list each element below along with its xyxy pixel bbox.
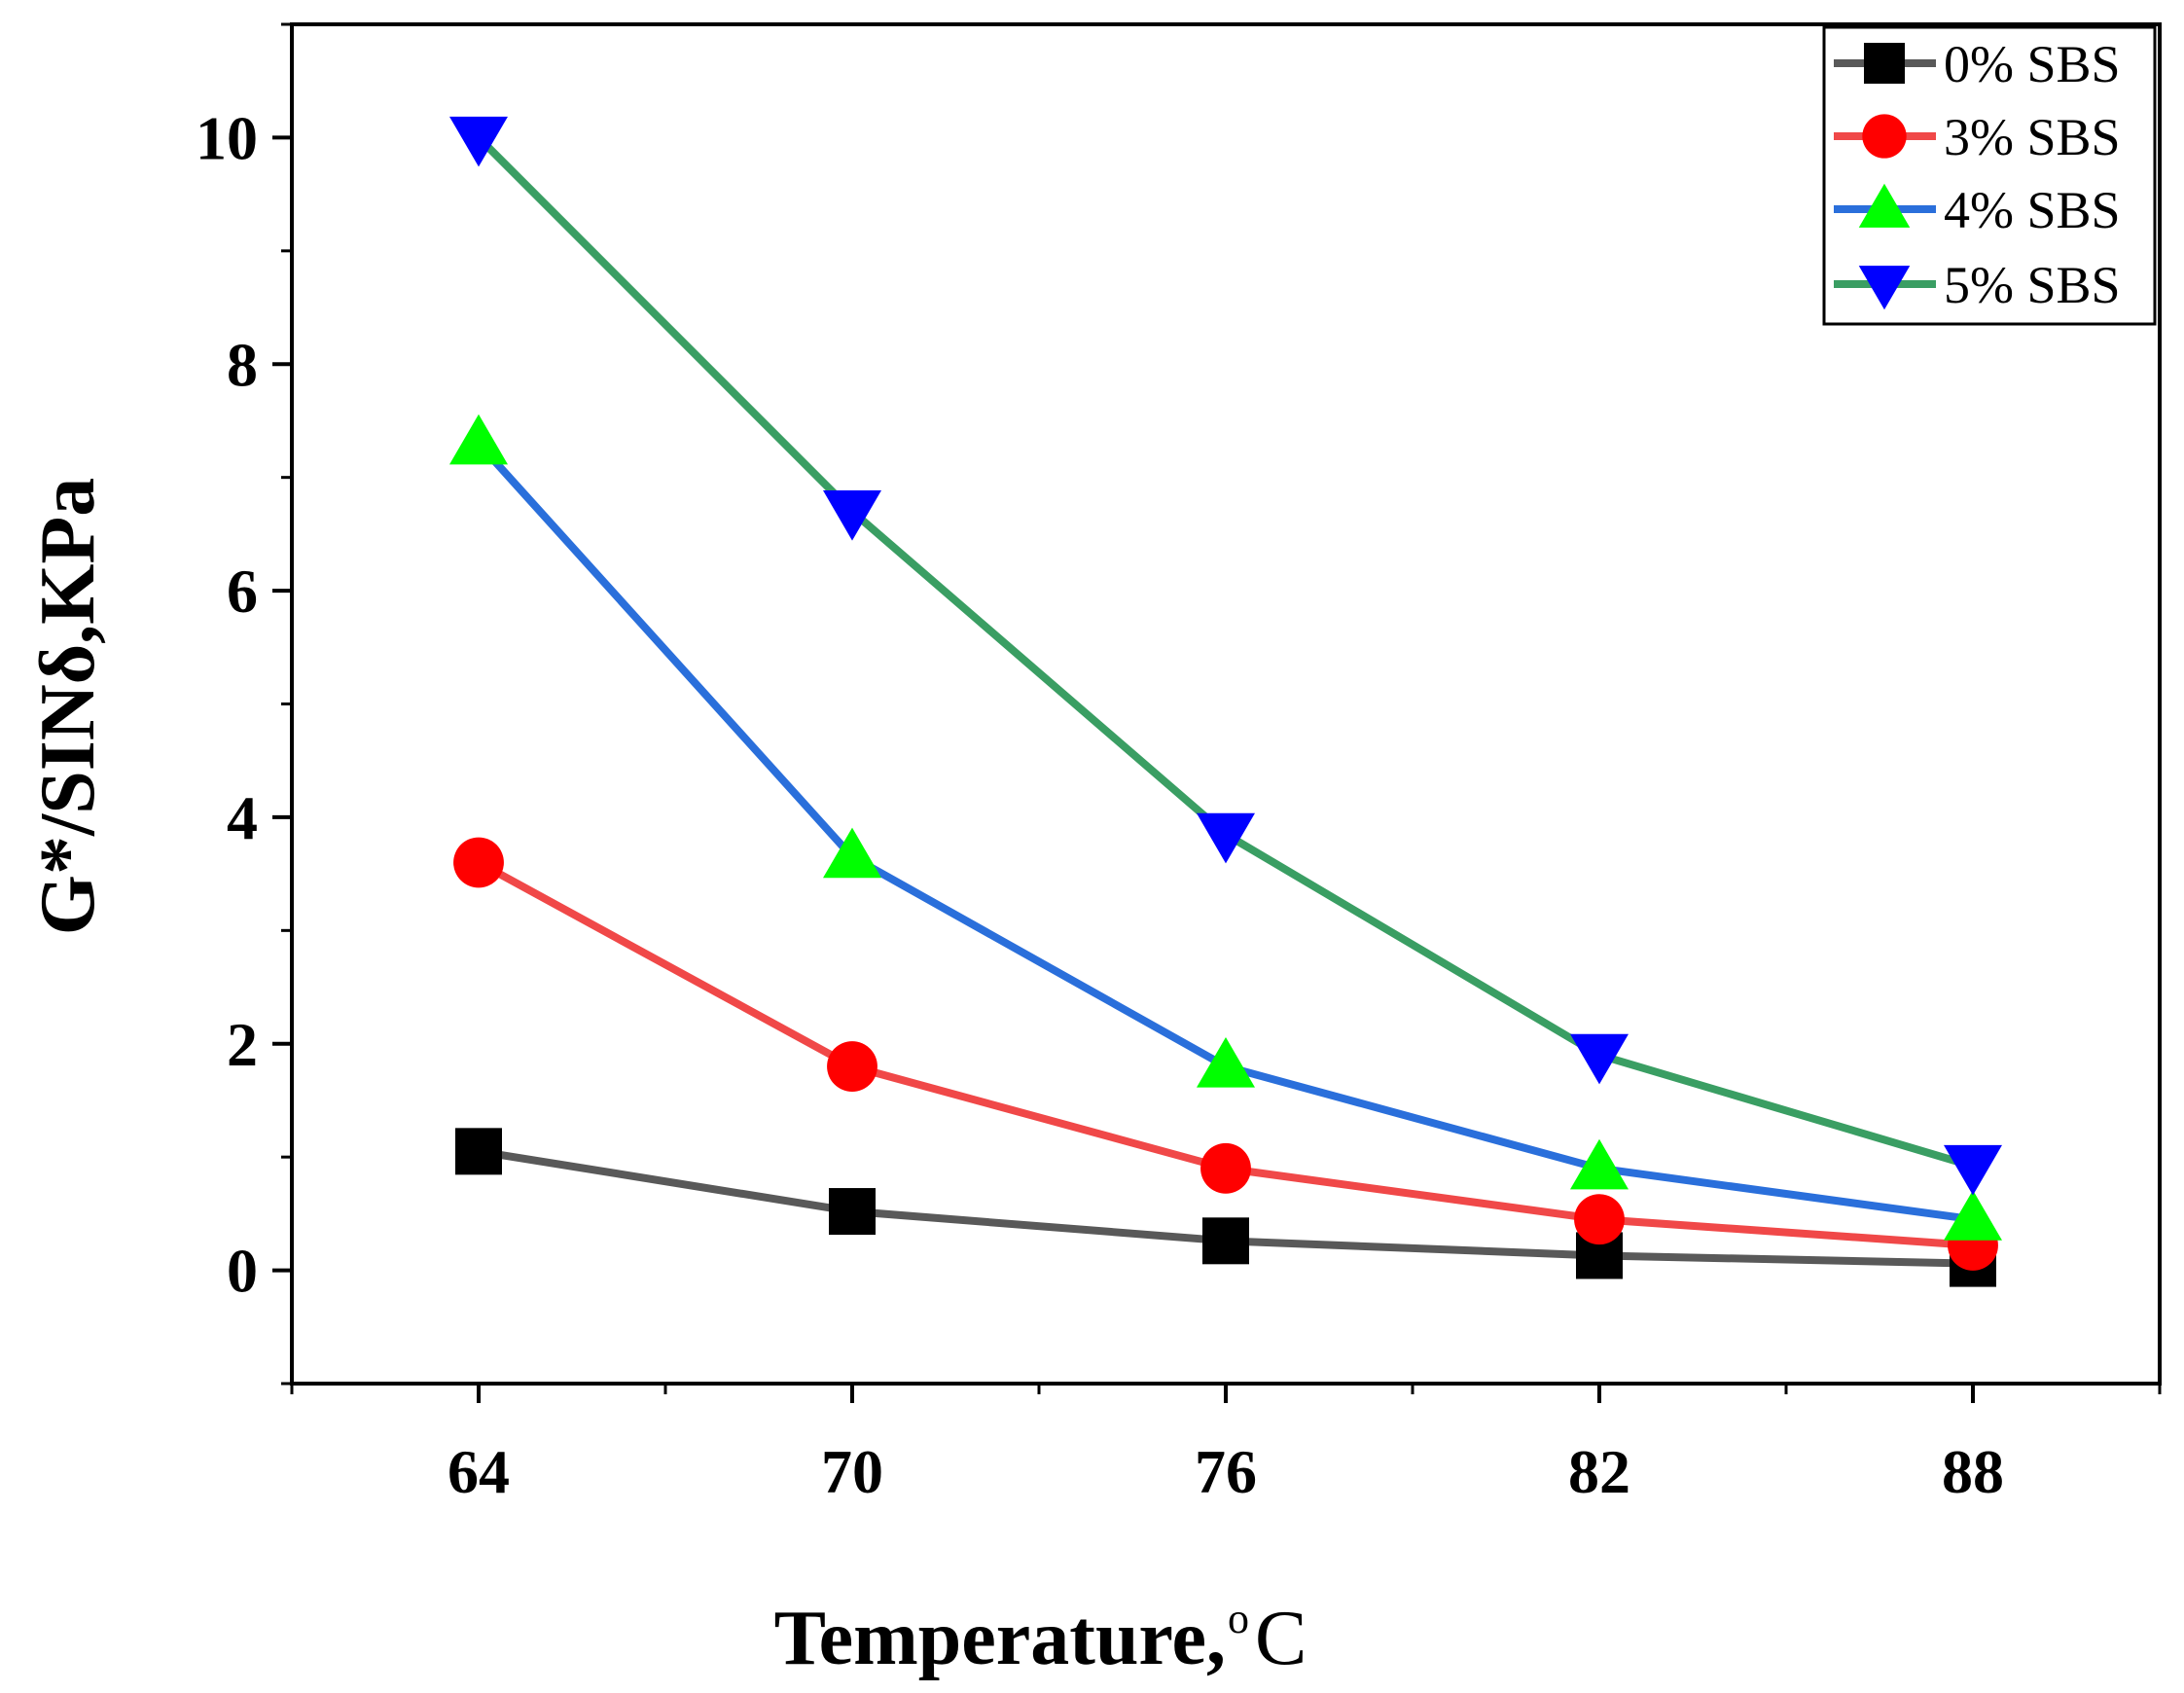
data-point-4pct-sbs (823, 827, 881, 879)
legend-label-4pct-sbs: 4% SBS (1944, 181, 2121, 239)
legend-label-5pct-sbs: 5% SBS (1944, 256, 2121, 314)
x-axis-title: Temperature, (774, 1596, 1226, 1681)
data-point-5pct-sbs (1944, 1144, 2002, 1196)
data-point-0pct-sbs (829, 1188, 876, 1236)
data-point-0pct-sbs (1202, 1217, 1249, 1265)
data-point-4pct-sbs (1944, 1190, 2002, 1241)
y-tick-label: 0 (227, 1237, 258, 1306)
data-point-5pct-sbs (823, 489, 881, 541)
x-tick-label: 88 (1942, 1437, 2004, 1506)
x-axis-title-unit-sup: o (1228, 1595, 1249, 1642)
legend-marker-3pct-sbs (1862, 114, 1907, 159)
legend-marker-0pct-sbs (1864, 43, 1905, 84)
data-point-3pct-sbs (453, 837, 504, 888)
y-axis-ticks (272, 22, 292, 1386)
x-axis-tick-labels: 64 70 76 82 88 (448, 1437, 2004, 1506)
y-axis-title: G*/SINδ,KPa (25, 478, 111, 935)
x-tick-label: 64 (448, 1437, 510, 1506)
series-lines (476, 134, 1975, 1268)
x-axis-ticks (290, 1384, 2162, 1403)
legend: 0% SBS 3% SBS 4% SBS 5% SBS (1822, 25, 2157, 326)
data-point-4pct-sbs (1197, 1037, 1255, 1088)
legend-label-3pct-sbs: 3% SBS (1944, 108, 2121, 166)
x-tick-label: 76 (1195, 1437, 1257, 1506)
data-point-3pct-sbs (827, 1041, 877, 1092)
y-tick-label: 2 (227, 1010, 258, 1079)
y-axis-tick-labels: 0 2 4 6 8 10 (196, 103, 258, 1305)
data-point-3pct-sbs (1200, 1142, 1251, 1194)
data-point-5pct-sbs (1570, 1033, 1629, 1085)
y-tick-label: 6 (227, 557, 258, 626)
x-tick-label: 70 (821, 1437, 883, 1506)
series-markers (449, 116, 2002, 1287)
data-point-5pct-sbs (449, 116, 508, 167)
legend-marker-4pct-sbs (1858, 183, 1911, 228)
series-line-5pct-sbs (476, 134, 1975, 1171)
data-point-4pct-sbs (449, 414, 508, 465)
y-tick-label: 10 (196, 103, 258, 172)
data-point-3pct-sbs (1574, 1194, 1625, 1245)
data-point-5pct-sbs (1197, 812, 1255, 864)
legend-marker-5pct-sbs (1858, 266, 1911, 310)
y-tick-label: 8 (227, 330, 258, 399)
legend-label-0pct-sbs: 0% SBS (1944, 35, 2121, 93)
y-tick-label: 4 (227, 783, 258, 852)
data-point-0pct-sbs (455, 1128, 502, 1175)
data-point-4pct-sbs (1570, 1138, 1629, 1190)
x-axis-title-unit: C (1255, 1596, 1307, 1681)
x-tick-label: 82 (1568, 1437, 1630, 1506)
